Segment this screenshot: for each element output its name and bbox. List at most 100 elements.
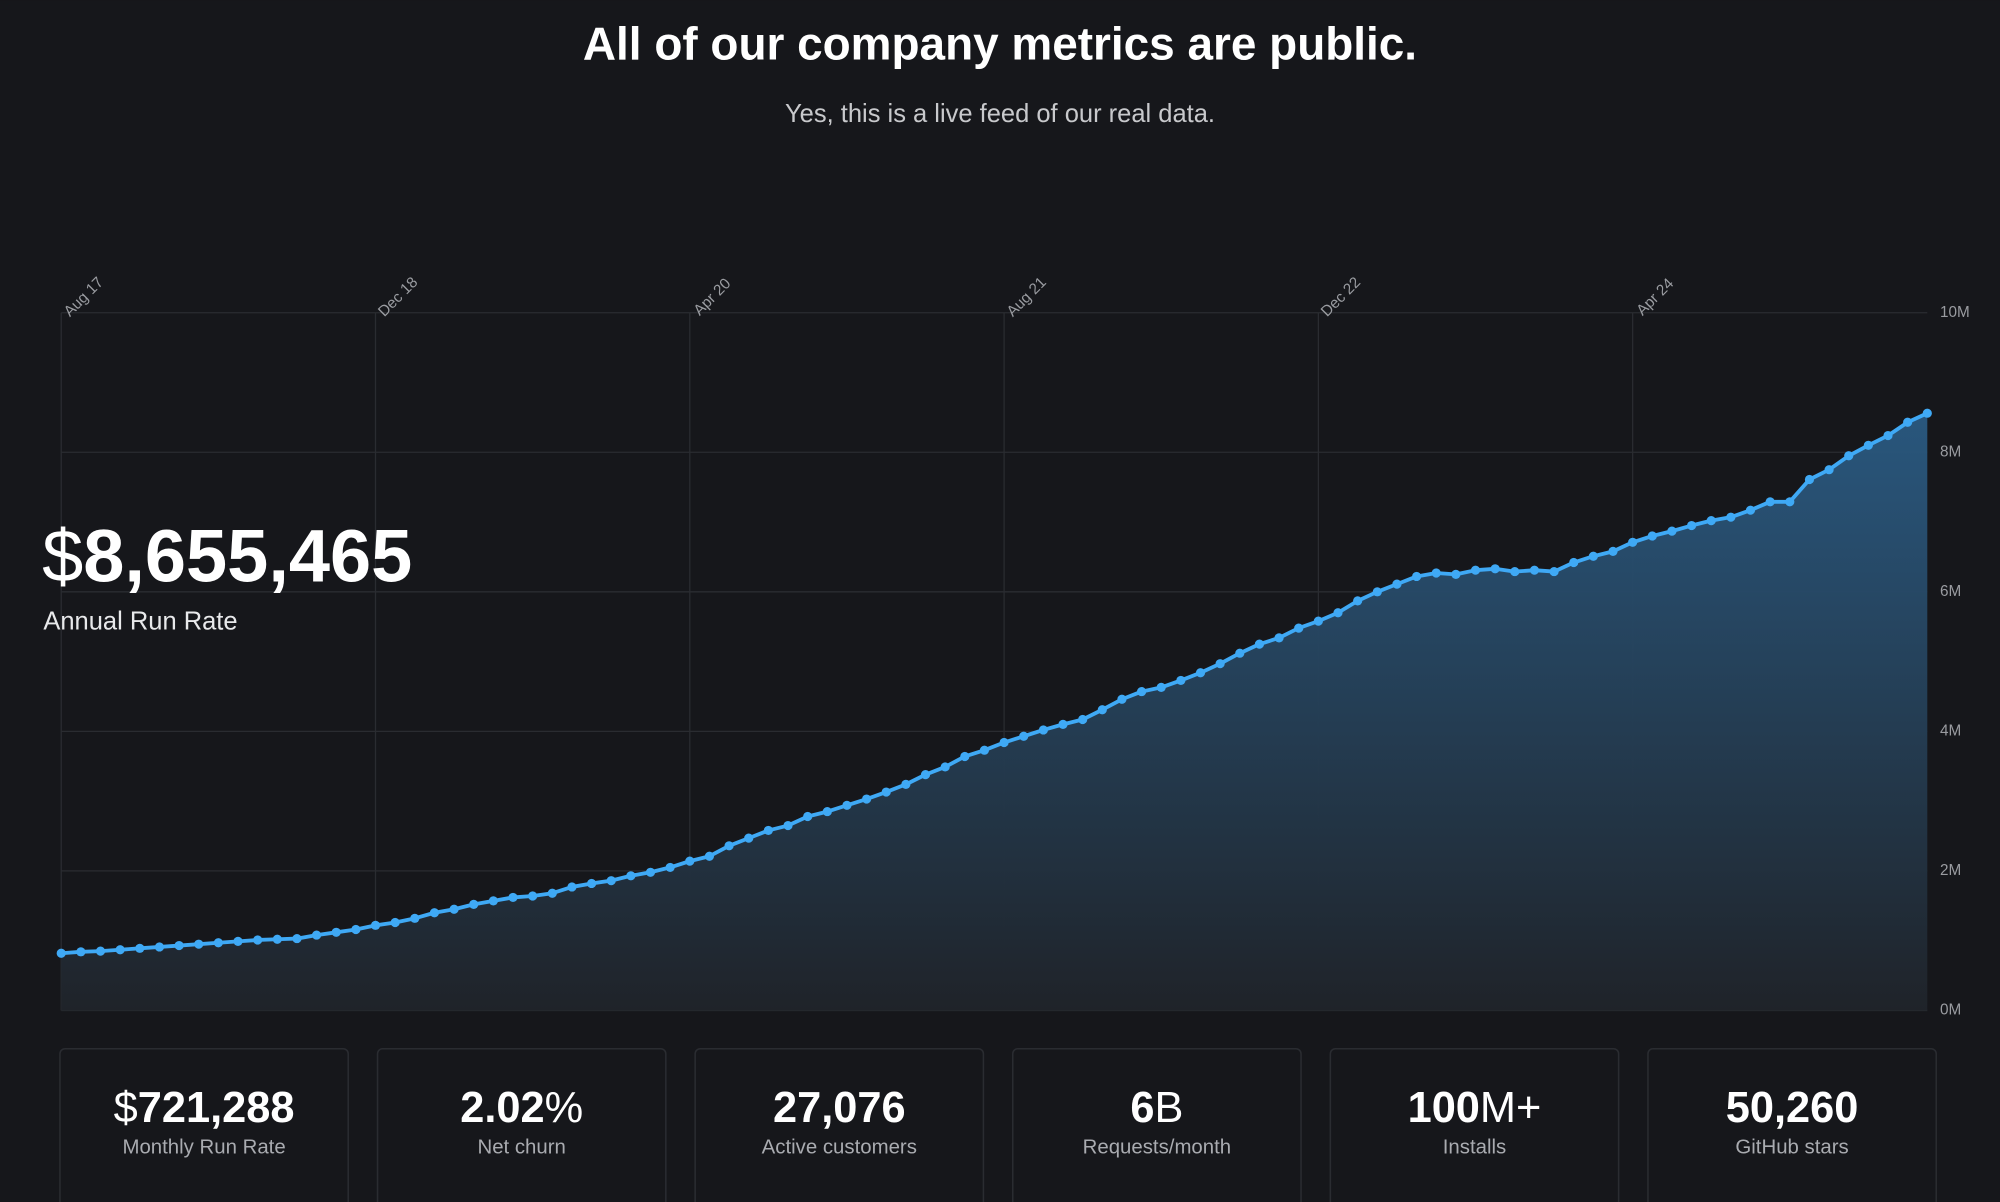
y-tick-label: 2M [1940, 862, 1961, 879]
stat-prefix: $ [114, 1085, 138, 1133]
stat-value: $721,288 [114, 1085, 295, 1133]
point [606, 876, 616, 886]
stat-label: Requests/month [1083, 1137, 1231, 1159]
point [1903, 417, 1913, 427]
headline-value: $8,655,465 [42, 514, 412, 597]
point [1745, 505, 1756, 515]
point [1647, 531, 1657, 541]
point [724, 841, 734, 851]
point [1038, 725, 1048, 735]
point [645, 867, 656, 877]
point [174, 940, 184, 951]
point [586, 878, 597, 889]
point [901, 779, 911, 789]
point [233, 936, 243, 946]
point [881, 787, 891, 797]
point [488, 896, 498, 906]
stat-number: 2.02 [460, 1085, 544, 1133]
stat-label: Monthly Run Rate [122, 1137, 285, 1159]
point [1667, 526, 1677, 536]
point [1922, 408, 1932, 418]
point [1058, 719, 1068, 729]
point [1588, 551, 1598, 561]
point [390, 917, 400, 928]
area [61, 413, 1928, 1011]
stat-label: Net churn [477, 1137, 565, 1159]
point [1608, 546, 1618, 556]
point [1804, 474, 1815, 485]
point [861, 794, 872, 804]
headline-number: 8,655,465 [83, 514, 412, 597]
point [508, 892, 518, 903]
point [370, 920, 381, 930]
point [1824, 465, 1834, 475]
stat-number: 721,288 [138, 1085, 295, 1133]
point [76, 947, 86, 957]
point [822, 807, 832, 817]
stat-value: 2.02% [460, 1085, 583, 1133]
point [920, 770, 931, 780]
point [1078, 714, 1088, 725]
stat-card [1329, 1047, 1620, 1202]
headline-label: Annual Run Rate [43, 607, 237, 635]
point [429, 908, 440, 918]
stat-suffix: M+ [1480, 1085, 1541, 1133]
point [842, 800, 852, 810]
point [1628, 537, 1638, 547]
stat-value: 27,076 [773, 1085, 906, 1133]
point [1136, 686, 1147, 697]
point [1235, 648, 1245, 658]
stat-card [694, 1047, 985, 1202]
point [940, 762, 950, 772]
point [351, 924, 361, 935]
stat-card [376, 1047, 667, 1202]
point [528, 891, 538, 901]
point [449, 904, 459, 914]
point [1333, 608, 1343, 618]
point [253, 935, 263, 945]
page-title: All of our company metrics are public. [583, 18, 1417, 70]
y-tick-label: 10M [1940, 304, 1970, 321]
point [1883, 430, 1893, 441]
stat-card [1647, 1047, 1937, 1202]
stat-number: 100 [1408, 1085, 1480, 1133]
point [311, 930, 322, 940]
point [665, 862, 675, 873]
stat-label: GitHub stars [1735, 1137, 1848, 1159]
stat-label: Installs [1443, 1137, 1506, 1159]
point [1215, 659, 1225, 669]
y-tick-label: 8M [1940, 443, 1961, 460]
stat-value: 50,260 [1726, 1085, 1859, 1133]
point [1353, 596, 1363, 606]
stat-suffix: % [545, 1085, 584, 1133]
headline-prefix: $ [42, 514, 83, 597]
stat-label: Active customers [762, 1137, 917, 1159]
point [1294, 623, 1304, 633]
point [1411, 571, 1422, 582]
point [154, 942, 165, 952]
stat-number: 50,260 [1726, 1085, 1859, 1133]
point [1844, 451, 1854, 461]
point [469, 899, 479, 909]
point [213, 938, 223, 948]
stat-cards: $721,288 Monthly Run Rate 2.02% Net churn 27… [59, 1047, 1937, 1202]
y-tick-label: 6M [1940, 583, 1961, 600]
point [1019, 731, 1029, 741]
stat-number: 27,076 [773, 1085, 906, 1133]
point [410, 913, 420, 923]
point [1431, 568, 1441, 578]
point [1372, 587, 1382, 597]
point [1117, 694, 1127, 704]
point [1529, 565, 1540, 575]
point [1549, 566, 1559, 577]
point [1706, 516, 1716, 526]
point [1470, 565, 1481, 575]
point [1392, 579, 1402, 589]
point [1726, 512, 1736, 522]
point [744, 833, 754, 843]
stat-suffix: B [1154, 1085, 1183, 1133]
stat-value: 100M+ [1408, 1085, 1542, 1133]
